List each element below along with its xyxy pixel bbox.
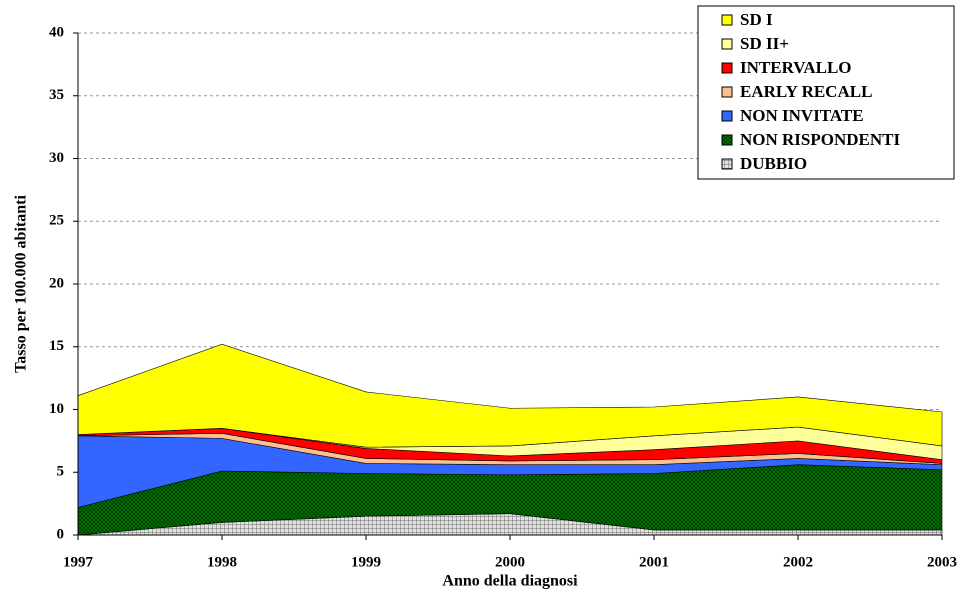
legend-label: INTERVALLO	[740, 58, 852, 77]
legend-swatch	[721, 158, 733, 170]
legend-swatch	[721, 110, 733, 122]
x-axis-title: Anno della diagnosi	[442, 573, 578, 590]
legend-box	[697, 5, 955, 180]
y-tick-label: 30	[49, 150, 64, 166]
x-tick-label: 2002	[783, 554, 813, 570]
x-tick-label: 1999	[351, 554, 381, 570]
x-tick-label: 1997	[63, 554, 94, 570]
x-tick-label: 1998	[207, 554, 237, 570]
legend-swatch	[721, 134, 733, 146]
y-tick-label: 25	[49, 213, 64, 229]
area	[77, 343, 943, 448]
y-tick-label: 10	[49, 401, 64, 417]
legend-label: SD I	[740, 10, 773, 29]
legend-swatch	[721, 86, 733, 98]
y-axis-title: Tasso per 100.000 abitanti	[13, 195, 30, 373]
y-tick-label: 40	[49, 24, 64, 40]
legend-label: DUBBIO	[740, 154, 807, 173]
x-tick-label: 2003	[927, 554, 957, 570]
legend-swatch	[721, 38, 733, 50]
legend-swatch	[721, 14, 733, 26]
x-tick-label: 2001	[639, 554, 669, 570]
legend-label: NON RISPONDENTI	[740, 130, 900, 149]
legend-swatch	[721, 62, 733, 74]
x-tick-label: 2000	[495, 554, 525, 570]
y-tick-label: 0	[57, 526, 65, 542]
y-tick-label: 35	[49, 87, 64, 103]
legend-label: NON INVITATE	[740, 106, 864, 125]
legend-label: EARLY RECALL	[740, 82, 872, 101]
legend-label: SD II+	[740, 34, 789, 53]
y-tick-label: 20	[49, 275, 64, 291]
y-tick-label: 5	[57, 464, 65, 480]
y-tick-label: 15	[49, 338, 64, 354]
